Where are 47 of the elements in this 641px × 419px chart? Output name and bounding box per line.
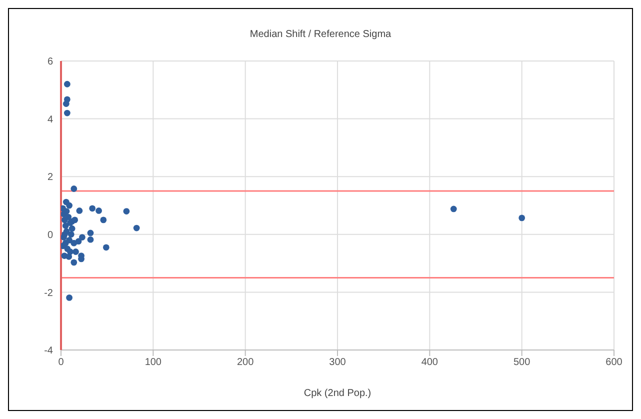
point [66, 294, 72, 301]
point [61, 242, 66, 250]
point [70, 186, 78, 192]
x-tick-label: 200 [236, 357, 254, 368]
point [67, 248, 74, 255]
point [102, 244, 110, 251]
point [100, 216, 107, 224]
y-tick-label: 6 [47, 56, 54, 68]
x-tick-label: 100 [144, 357, 162, 368]
point [96, 208, 102, 214]
x-tick-label: 0 [58, 357, 64, 368]
x-tick-label: 400 [421, 357, 438, 368]
point [87, 236, 94, 243]
y-tick-label: 0 [47, 230, 54, 241]
point [64, 80, 70, 88]
point [89, 205, 96, 212]
x-axis-title: Cpk (2nd Pop.) [304, 388, 372, 399]
point [68, 231, 74, 238]
point [87, 230, 94, 236]
point [72, 248, 79, 255]
y-tick-label: 2 [47, 172, 54, 184]
point [62, 222, 69, 229]
point [518, 214, 526, 222]
point [70, 240, 78, 246]
point [63, 208, 70, 214]
chart-title: Median Shift / Reference Sigma [248, 29, 392, 40]
x-tick-label: 600 [606, 357, 623, 368]
point [66, 236, 72, 244]
point [68, 225, 76, 232]
point [64, 110, 70, 116]
x-tick-label: 500 [513, 357, 531, 368]
point [72, 216, 78, 224]
point [79, 234, 86, 240]
point [66, 202, 72, 209]
point [133, 224, 140, 232]
point [70, 259, 78, 266]
point [61, 231, 68, 238]
y-tick-label: -4 [44, 346, 54, 357]
point [450, 206, 457, 212]
point [65, 214, 72, 220]
point [61, 252, 68, 259]
point [76, 208, 83, 214]
x-tick-label: 300 [329, 357, 346, 368]
point [123, 208, 130, 214]
point [62, 100, 70, 107]
y-tick-label: 4 [47, 114, 54, 126]
y-tick-label: -2 [44, 288, 54, 299]
